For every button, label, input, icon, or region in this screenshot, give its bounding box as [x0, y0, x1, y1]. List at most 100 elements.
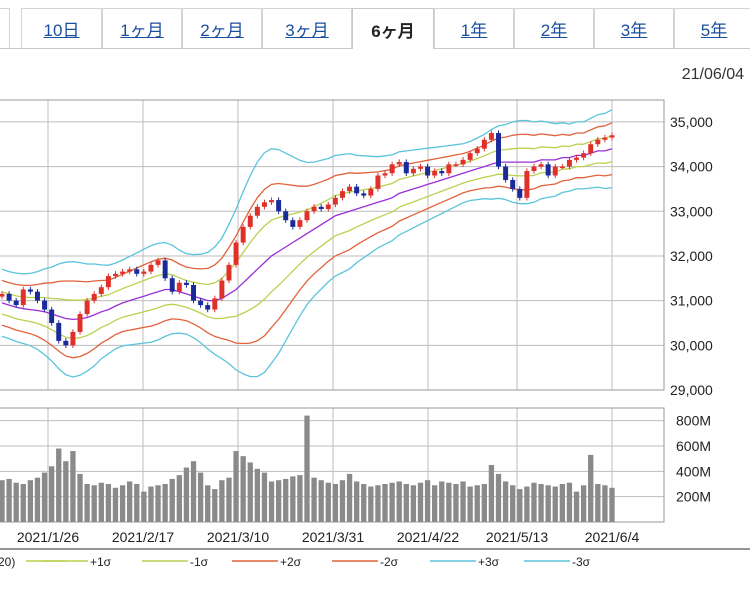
volume-bar: [595, 484, 601, 522]
tab-1-month[interactable]: 1ヶ月: [102, 8, 182, 48]
volume-bars: [0, 415, 615, 522]
volume-bar: [275, 480, 282, 522]
volume-bar: [517, 489, 523, 522]
candle-body: [325, 204, 331, 210]
volume-bar: [98, 482, 104, 522]
candle-body: [169, 278, 175, 292]
volume-bar: [566, 482, 573, 522]
candle-body: [276, 200, 282, 212]
tab-3-months[interactable]: 3ヶ月: [262, 8, 352, 48]
candle-body: [148, 264, 154, 272]
legend-label: 均(20): [0, 555, 15, 569]
candle-body: [574, 157, 580, 160]
candle-body: [524, 171, 530, 198]
volume-tick-label: 400M: [676, 463, 711, 479]
volume-bar: [127, 481, 133, 522]
candle-body: [56, 322, 62, 341]
volume-bar: [0, 480, 5, 522]
volume-bar: [240, 456, 246, 522]
price-tick-label: 34,000: [670, 159, 713, 175]
tab-6-months[interactable]: 6ヶ月: [352, 8, 434, 49]
volume-bar: [446, 482, 452, 522]
candle-body: [134, 269, 140, 274]
candle-body: [595, 139, 601, 145]
volume-bar: [148, 486, 154, 522]
tab-1-day[interactable]: 1: [0, 8, 10, 48]
volume-bar: [6, 478, 12, 522]
volume-bar: [27, 480, 34, 522]
candle-body: [0, 293, 5, 297]
candle-body: [226, 264, 232, 281]
tab-5-years[interactable]: 5年: [674, 8, 750, 48]
volume-bar: [297, 475, 303, 522]
tab-2-months[interactable]: 2ヶ月: [182, 8, 262, 48]
volume-bar: [112, 487, 119, 522]
legend-label: +1σ: [90, 555, 112, 569]
legend-label: +3σ: [478, 555, 500, 569]
candle-body: [20, 289, 26, 306]
legend-label: +2σ: [280, 555, 302, 569]
volume-bar: [467, 486, 473, 522]
volume-bar: [424, 480, 431, 522]
volume-bar: [91, 485, 97, 522]
volume-bar: [141, 491, 147, 522]
candle-body: [609, 135, 615, 138]
price-tick-label: 32,000: [670, 248, 713, 264]
volume-bar: [13, 482, 19, 522]
volume-bar: [609, 487, 615, 522]
volume-bar: [552, 486, 558, 522]
tab-10-days[interactable]: 10日: [21, 8, 102, 48]
volume-bar: [283, 478, 289, 522]
tab-3-years[interactable]: 3年: [594, 8, 674, 48]
plus-2-sigma-line: [1, 122, 613, 287]
candle-body: [566, 159, 572, 167]
candle-body: [176, 282, 182, 292]
tab-1-year[interactable]: 1年: [434, 8, 514, 48]
volume-bar: [254, 468, 261, 522]
volume-bar: [602, 485, 608, 522]
candle-body: [297, 220, 303, 227]
volume-bar: [261, 472, 268, 522]
candle-body: [439, 171, 445, 174]
volume-bar: [155, 485, 161, 522]
volume-bar: [63, 461, 69, 522]
price-tick-label: 35,000: [670, 114, 713, 130]
volume-tick-label: 800M: [676, 413, 711, 429]
legend-label: -3σ: [572, 555, 591, 569]
volume-bar: [417, 482, 424, 522]
candle-body: [233, 242, 239, 265]
volume-bar: [41, 472, 48, 522]
volume-bar: [573, 491, 580, 522]
candle-body: [361, 193, 367, 196]
price-panel-frame: [0, 99, 665, 391]
volume-bar: [325, 482, 331, 522]
candle-body: [375, 175, 381, 189]
candle-body: [531, 166, 537, 172]
volume-bar: [389, 482, 395, 522]
candle-body: [219, 280, 225, 299]
candle-body: [42, 300, 48, 310]
candle-body: [403, 162, 409, 174]
x-tick-label: 2021/5/13: [486, 529, 548, 545]
candle-body: [49, 309, 55, 323]
volume-tick-label: 600M: [676, 438, 711, 454]
candle-body: [269, 200, 275, 203]
volume-bar: [212, 489, 218, 522]
price-tick-label: 30,000: [670, 337, 713, 353]
candle-body: [290, 220, 296, 227]
candle-body: [552, 166, 558, 176]
period-tab-bar: 1 10日 1ヶ月 2ヶ月 3ヶ月 6ヶ月 1年 2年 3年 5年: [0, 0, 750, 49]
volume-bar: [396, 481, 402, 522]
candle-body: [63, 340, 69, 346]
candle-body: [34, 291, 40, 301]
tab-2-years[interactable]: 2年: [514, 8, 594, 48]
candle-body: [261, 202, 267, 207]
volume-bar: [233, 451, 239, 522]
candle-body: [127, 269, 133, 272]
volume-bar: [453, 484, 459, 522]
candle-body: [347, 186, 353, 192]
candle-body: [418, 166, 423, 169]
x-tick-label: 2021/1/26: [17, 529, 79, 545]
candle-body: [183, 282, 189, 285]
